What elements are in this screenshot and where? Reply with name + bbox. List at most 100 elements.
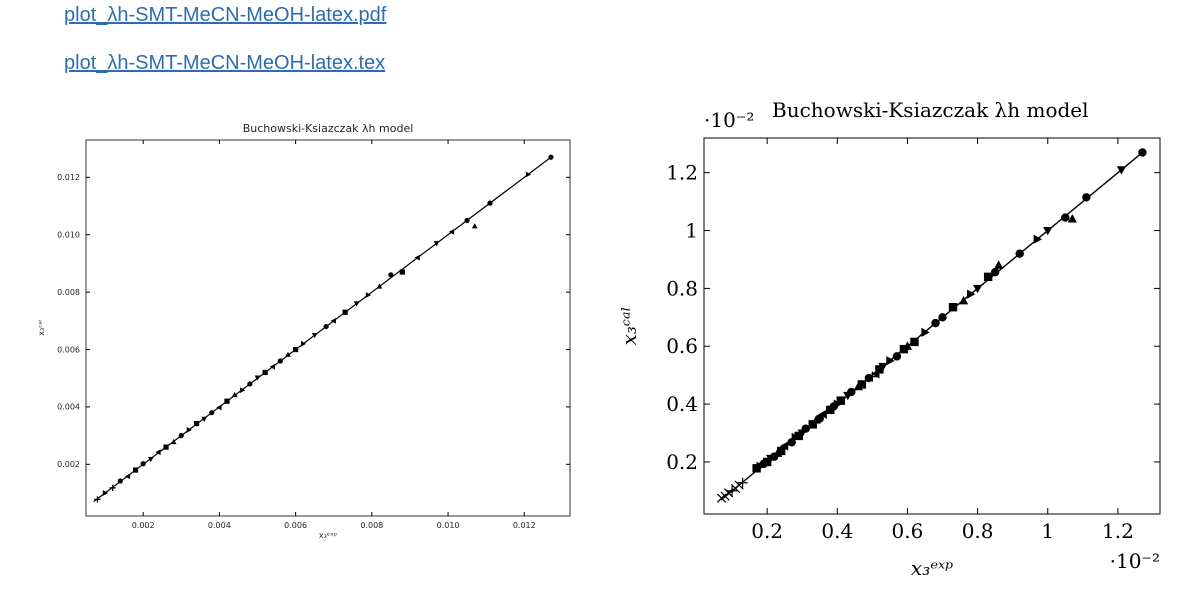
- data-point: [262, 369, 268, 376]
- x-tick-label: 0.012: [513, 521, 536, 530]
- data-point: [737, 477, 748, 488]
- y-tick-label: 0.012: [57, 173, 80, 182]
- data-point: [293, 346, 299, 353]
- data-point: [886, 356, 895, 366]
- x-tick-label: 0.8: [962, 519, 994, 543]
- data-point: [990, 268, 1000, 277]
- data-point: [487, 200, 493, 206]
- data-point: [471, 223, 478, 229]
- data-point: [209, 410, 215, 416]
- data-point: [109, 484, 116, 491]
- y-tick-label: 0.010: [57, 231, 80, 240]
- data-point: [216, 404, 222, 411]
- data-point: [102, 490, 109, 496]
- data-point: [972, 284, 983, 294]
- x-tick-label: 1: [1041, 519, 1054, 543]
- y-tick-label: 0.8: [666, 276, 698, 300]
- y-tick-label: 0.2: [666, 450, 698, 474]
- data-point: [365, 292, 372, 298]
- data-point: [1067, 214, 1077, 223]
- data-point: [727, 485, 738, 496]
- data-point: [240, 387, 246, 394]
- fit-line: [93, 156, 552, 503]
- data-point: [247, 381, 253, 387]
- data-point: [779, 441, 789, 451]
- data-point: [132, 467, 139, 473]
- data-point: [330, 317, 336, 324]
- data-point: [864, 373, 874, 383]
- data-point: [910, 337, 919, 347]
- file-link-pdf[interactable]: plot_λh-SMT-MeCN-MeOH-latex.pdf: [64, 4, 387, 26]
- y-tick-label: 0.006: [57, 345, 80, 354]
- data-point: [464, 217, 470, 223]
- data-point: [269, 363, 275, 370]
- y-tick-label: 1.2: [666, 161, 698, 185]
- y-exponent: ·10⁻²: [704, 108, 754, 132]
- data-point: [1033, 234, 1043, 244]
- data-point: [815, 414, 824, 423]
- data-point: [285, 351, 291, 357]
- chart-title: Buchowski-Ksiazczak λh model: [772, 98, 1089, 122]
- data-point: [323, 323, 329, 330]
- y-tick-label: 0.6: [666, 334, 698, 358]
- data-point: [388, 272, 394, 278]
- data-point: [921, 327, 930, 337]
- data-point: [1082, 193, 1091, 202]
- x-tick-label: 0.6: [892, 519, 924, 543]
- data-point: [1043, 226, 1053, 236]
- data-point: [836, 396, 845, 405]
- data-point: [938, 313, 947, 322]
- data-point: [931, 318, 940, 328]
- data-point: [1061, 213, 1070, 222]
- data-point: [847, 387, 856, 397]
- data-point: [311, 332, 318, 339]
- data-point: [892, 352, 902, 361]
- data-point: [1116, 166, 1127, 175]
- data-point: [826, 405, 835, 415]
- x-tick-label: 0.008: [360, 521, 383, 530]
- x-tick-label: 0.004: [208, 521, 231, 530]
- y-tick-label: 0.008: [57, 288, 80, 297]
- file-link-tex[interactable]: plot_λh-SMT-MeCN-MeOH-latex.tex: [64, 52, 386, 74]
- x-tick-label: 0.010: [437, 521, 460, 530]
- data-point: [902, 341, 913, 350]
- y-tick-label: 0.4: [666, 392, 698, 416]
- data-point: [186, 427, 192, 433]
- data-point: [170, 438, 177, 445]
- data-point: [140, 461, 146, 467]
- x-axis-label: x₃ᵉˣᵖ: [911, 556, 953, 580]
- data-point: [254, 375, 261, 381]
- data-point: [201, 416, 208, 422]
- chart-right: 0.2 0.4 0.6 0.8 1 1.2 0.2 0.4 0.6 0.8 1 1.2 Buchows…: [617, 98, 1161, 580]
- chart-left: 0.002 0.004 0.006 0.008 0.010 0.012 0.002 0.004…: [37, 122, 571, 540]
- x-tick-label: 0.4: [821, 519, 853, 543]
- data-point: [525, 171, 532, 178]
- data-point: [155, 449, 161, 456]
- data-point: [875, 365, 884, 374]
- data-point: [983, 272, 993, 282]
- data-point: [147, 456, 154, 463]
- data-point: [231, 391, 238, 398]
- data-point: [117, 478, 123, 484]
- data-point: [723, 488, 734, 498]
- data-point: [801, 424, 810, 433]
- data-point: [967, 289, 976, 299]
- x-tick-label: 0.006: [284, 521, 307, 530]
- data-point: [762, 457, 772, 467]
- data-point: [353, 301, 360, 307]
- data-point: [178, 433, 184, 439]
- data-point: [94, 496, 101, 503]
- data-point: [857, 380, 867, 389]
- y-axis-label: x₃ᶜᵃˡ: [37, 320, 46, 335]
- data-point: [776, 446, 786, 456]
- x-exponent: ·10⁻²: [1110, 549, 1160, 573]
- x-tick-label: 1.2: [1102, 519, 1134, 543]
- data-point: [193, 420, 200, 427]
- data-point: [163, 444, 169, 450]
- data-point: [301, 340, 307, 347]
- data-point: [448, 228, 455, 235]
- data-point: [414, 254, 420, 261]
- data-point: [224, 398, 230, 404]
- x-axis-label: x₃ᵉˣᵖ: [319, 531, 337, 540]
- data-point: [878, 362, 888, 372]
